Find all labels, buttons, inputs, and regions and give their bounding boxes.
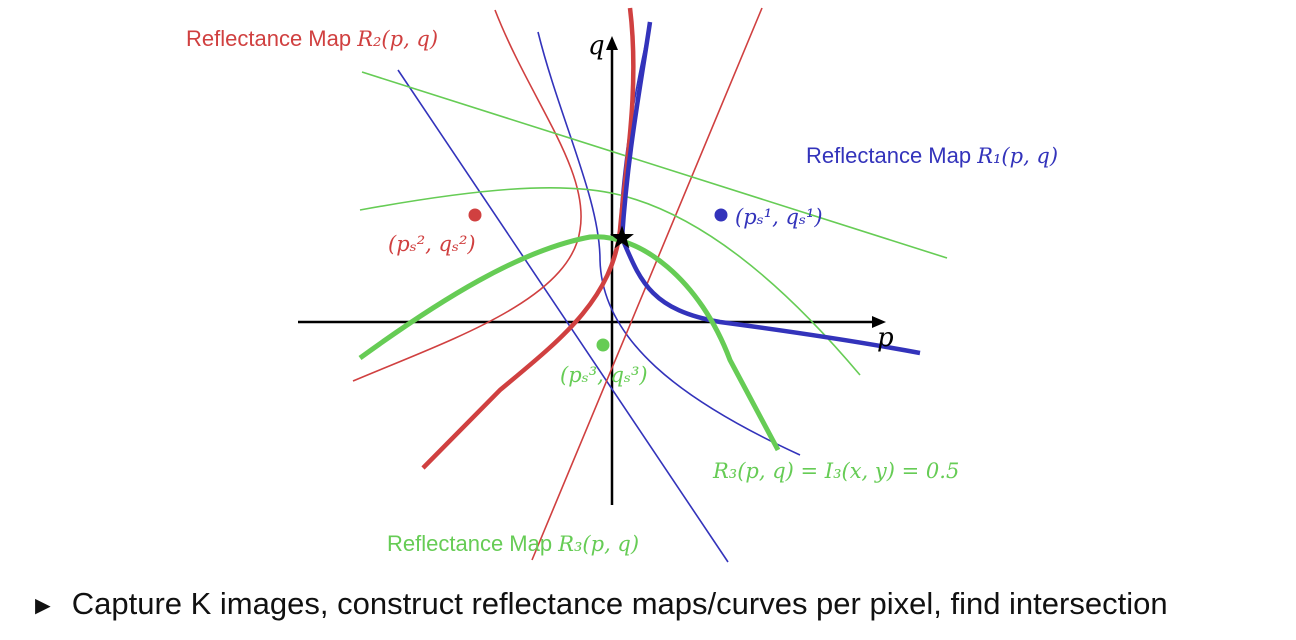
map-r2-label: Reflectance Map R₂(p, q)	[186, 26, 438, 51]
source-dot-icon-1	[714, 208, 728, 222]
axis-q-label: q	[588, 31, 605, 61]
r2-thick-curve	[421, 7, 636, 470]
r1-curve-bent	[537, 31, 801, 456]
p-axis-arrowhead-icon	[872, 316, 886, 328]
r3-thick-curve	[358, 234, 781, 452]
axes	[298, 36, 886, 505]
reflectance-map-diagram: Reflectance Map R₂(p, q) Reflectance Map…	[186, 7, 1058, 563]
r3-curve-line	[361, 71, 948, 259]
r2-curve-left	[352, 9, 582, 382]
source3-label: (pₛ³, qₛ³)	[560, 363, 648, 387]
intersection-star-icon	[610, 225, 634, 249]
bullet-triangle-icon: ►	[30, 590, 56, 620]
r1-curve-steep	[397, 69, 729, 563]
map-r3-label: Reflectance Map R₃(p, q)	[387, 531, 639, 556]
r3-family-curves	[359, 71, 948, 376]
q-axis-arrowhead-icon	[606, 36, 618, 50]
r3-curve-arc	[359, 187, 861, 376]
source2-label: (pₛ², qₛ²)	[388, 232, 476, 256]
axis-p-label: p	[877, 323, 894, 353]
iso-curve-equation: R₃(p, q) = I₃(x, y) = 0.5	[712, 459, 959, 483]
r2-family-curves	[352, 7, 763, 561]
bullet-point: ► Capture K images, construct reflectance…	[30, 586, 1168, 622]
map-r1-label: Reflectance Map R₁(p, q)	[806, 143, 1058, 168]
r1-thick-curve	[619, 21, 921, 356]
source-dot-icon-3	[596, 338, 610, 352]
bullet-text: Capture K images, construct reflectance …	[71, 586, 1168, 621]
source1-label: (pₛ¹, qₛ¹)	[735, 205, 823, 229]
source-dot-icon-2	[468, 208, 482, 222]
